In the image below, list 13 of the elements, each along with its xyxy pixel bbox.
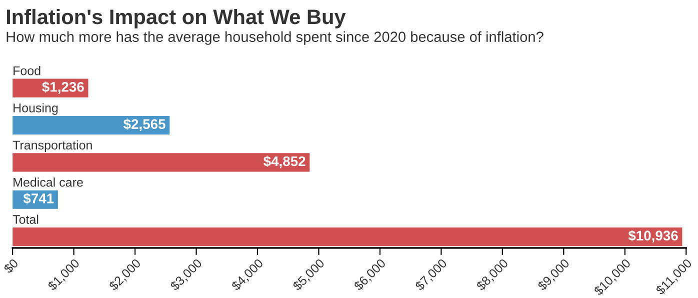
data-label: $1,236 — [42, 81, 84, 94]
y-tick-label: Medical care — [14, 178, 83, 187]
x-tick-label: $0 — [2, 258, 20, 274]
chart-title: Inflation's Impact on What We Buy — [6, 8, 346, 28]
data-label: $4,852 — [264, 156, 306, 168]
data-label: $10,936 — [628, 230, 678, 243]
y-tick-label: Transportation — [12, 140, 92, 152]
data-label: $741 — [23, 192, 54, 204]
y-tick-label: Total — [12, 214, 38, 224]
chart-subtitle: How much more has the average household spent since 2020 because of inflation? — [6, 31, 544, 45]
data-label: $2,565 — [123, 118, 166, 131]
y-tick-label: Food — [14, 66, 40, 76]
y-tick-label: Housing — [14, 103, 58, 115]
